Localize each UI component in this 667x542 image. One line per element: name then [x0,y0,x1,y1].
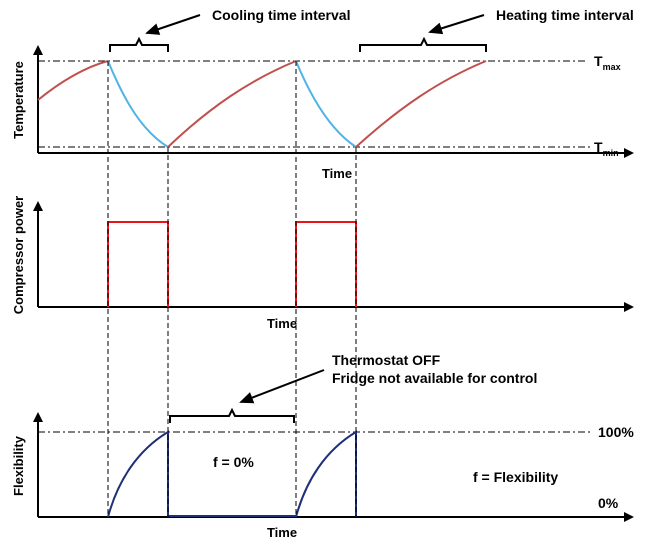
heating-callout-arrow [428,14,485,35]
temperature-panel: Temperature Time Tmax Tmin Cooling time … [11,7,634,181]
heating-curve-2 [167,60,297,148]
temperature-time-label: Time [322,166,352,181]
compressor-panel: Compressor power Time [11,196,634,331]
tmax-label: Tmax [594,53,621,72]
f-zero-label: f = 0% [213,454,254,470]
flexibility-100-label: 100% [598,424,634,440]
flexibility-time-label: Time [267,525,297,540]
tmin-label: Tmin [594,139,619,158]
heating-interval-brace [359,36,487,52]
thermostat-off-label: Thermostat OFF [332,352,441,368]
cooling-callout-arrow [145,14,201,35]
compressor-pulse-2 [295,221,357,307]
flexibility-curve-1 [107,430,169,518]
cooling-curve-2 [295,60,357,148]
compressor-axis-label: Compressor power [11,196,26,314]
compressor-time-label: Time [267,316,297,331]
flexibility-panel: Thermostat OFF Fridge not available for … [11,352,634,540]
cooling-interval-brace [109,36,169,52]
thermostat-off-brace [169,407,295,423]
temperature-axis-label: Temperature [11,61,26,139]
heating-curve-1 [37,60,109,101]
compressor-pulse-1 [107,221,169,307]
cooling-curve-1 [107,60,169,148]
flexibility-0-label: 0% [598,495,619,511]
phase-connector-lines [107,61,357,517]
heating-curve-3 [355,60,487,148]
f-definition-label: f = Flexibility [473,469,558,485]
flexibility-curve-2 [295,430,357,518]
fridge-unavailable-label: Fridge not available for control [332,370,537,386]
cooling-interval-label: Cooling time interval [212,7,350,23]
flexibility-axis-label: Flexibility [11,435,26,496]
heating-interval-label: Heating time interval [496,7,634,23]
thermostat-callout-arrow [239,369,325,404]
